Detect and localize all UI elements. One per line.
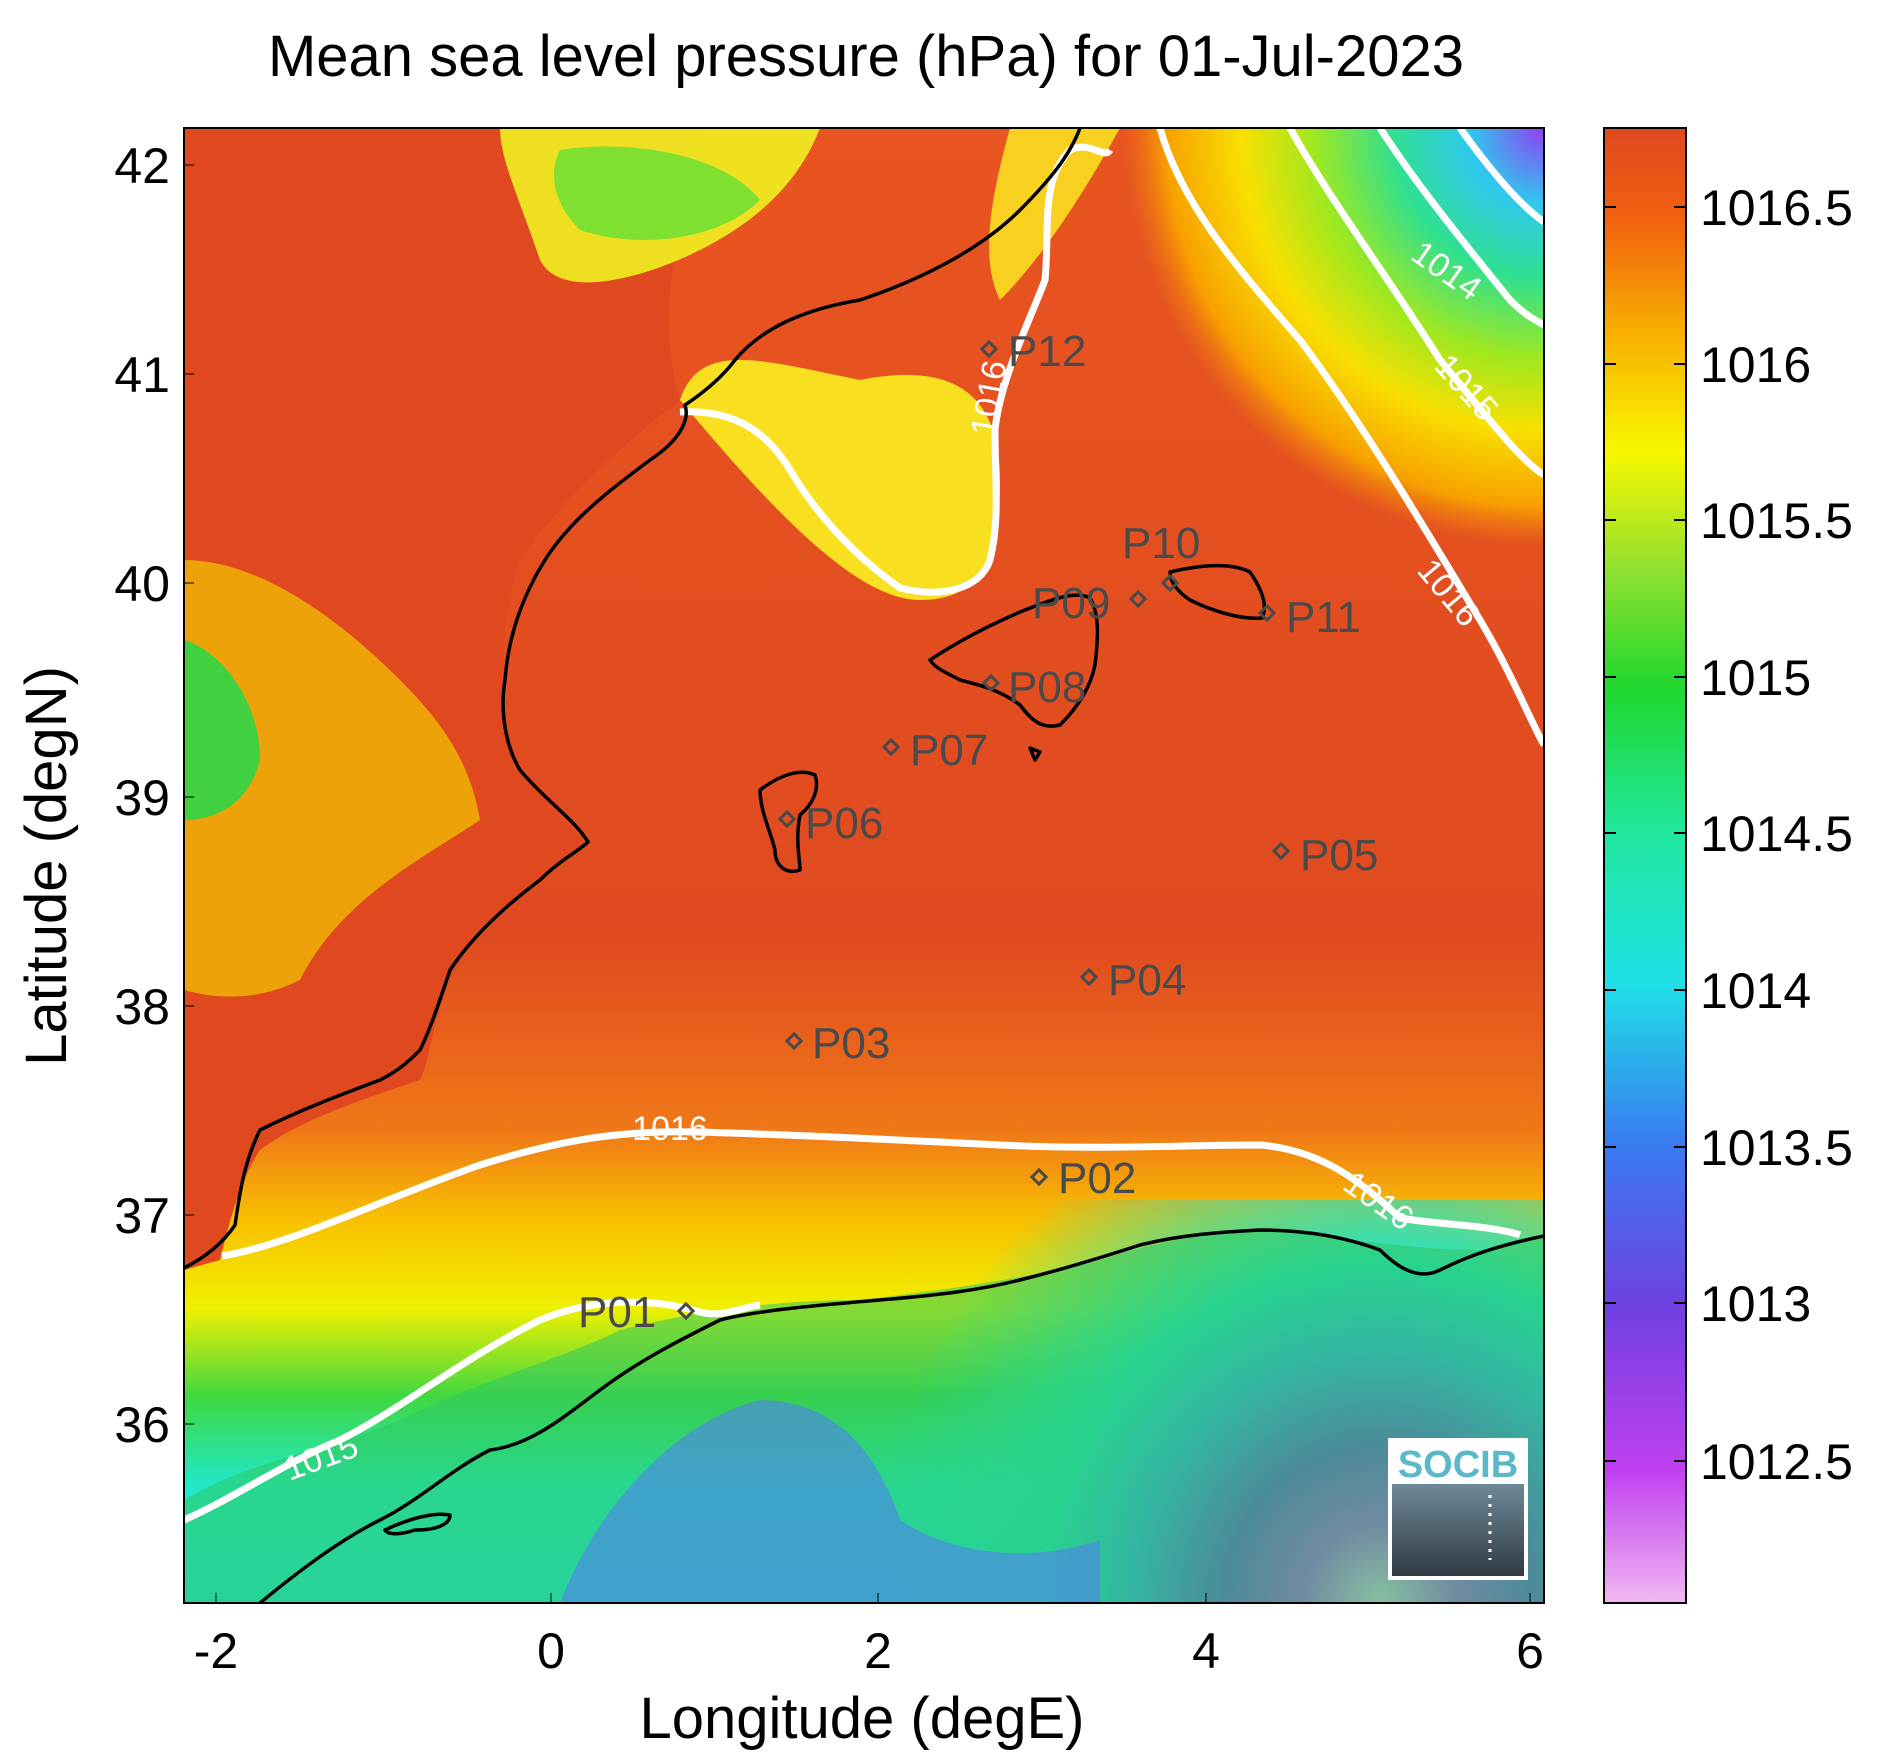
x-tick-label-2: 2 xyxy=(864,1623,892,1679)
station-p09[interactable]: P09 xyxy=(1032,579,1148,628)
socib-logo-text: SOCIB xyxy=(1398,1444,1518,1486)
colorbar-label-1015-5: 1015.5 xyxy=(1700,493,1853,549)
station-marker-p04 xyxy=(1079,967,1099,987)
land-iberia xyxy=(184,128,700,1270)
station-p02[interactable]: P02 xyxy=(1029,1154,1136,1203)
station-marker-p10 xyxy=(1160,573,1180,593)
station-label-p04: P04 xyxy=(1108,956,1186,1005)
colorbar-gradient xyxy=(1603,127,1687,1604)
station-label-p07: P07 xyxy=(910,726,988,775)
socib-logo: SOCIB xyxy=(1388,1438,1528,1580)
contour-label-1016-south-west: 1016 xyxy=(632,1110,708,1148)
y-axis: 36 37 38 39 40 41 42 Latitude (degN) xyxy=(14,138,194,1453)
land-iberia-terrain-green xyxy=(184,640,260,820)
coastline-ibiza xyxy=(758,770,819,873)
station-marker-p01 xyxy=(676,1301,696,1321)
coastline-alboran xyxy=(383,1512,452,1536)
stations: P01 P02 P03 P04 P05 P06 P07 P08 xyxy=(578,327,1378,1337)
station-p04[interactable]: P04 xyxy=(1079,956,1186,1005)
station-p08[interactable]: P08 xyxy=(981,663,1086,712)
x-tick-label-0: 0 xyxy=(537,1623,565,1679)
x-tick-label-6: 6 xyxy=(1516,1623,1544,1679)
y-tick-label-40: 40 xyxy=(114,556,170,612)
colorbar: 1012.5 1013 1013.5 1014 1014.5 1015 1015… xyxy=(1603,127,1853,1604)
plot-frame xyxy=(183,127,1545,1604)
colorbar-label-1013-5: 1013.5 xyxy=(1700,1120,1853,1176)
y-tick-label-39: 39 xyxy=(114,770,170,826)
y-tick-label-38: 38 xyxy=(114,979,170,1035)
station-marker-p12 xyxy=(979,339,999,359)
station-label-p11: P11 xyxy=(1286,593,1361,642)
coastline-mallorca xyxy=(928,593,1100,728)
pressure-field-northeast-gradient xyxy=(1100,128,1544,548)
station-p06[interactable]: P06 xyxy=(777,799,883,848)
station-p11[interactable]: P11 xyxy=(1257,593,1361,642)
station-label-p08: P08 xyxy=(1008,663,1086,712)
x-axis-label: Longitude (degE) xyxy=(640,1686,1085,1751)
land-north-africa xyxy=(184,1230,1544,1603)
station-label-p03: P03 xyxy=(812,1019,890,1068)
station-label-p02: P02 xyxy=(1058,1154,1136,1203)
station-label-p10: P10 xyxy=(1122,519,1200,568)
y-tick-label-37: 37 xyxy=(114,1188,170,1244)
station-marker-p05 xyxy=(1271,841,1291,861)
coastline-iberia xyxy=(184,128,1082,1270)
station-p03[interactable]: P03 xyxy=(784,1019,890,1068)
land-iberia-terrain-yellow xyxy=(184,560,480,997)
isobar-contours xyxy=(184,128,1544,1524)
station-marker-p02 xyxy=(1029,1167,1049,1187)
station-p01[interactable]: P01 xyxy=(578,1288,696,1337)
isobar-1016-east xyxy=(1156,128,1544,747)
station-label-p01: P01 xyxy=(578,1288,656,1337)
station-marker-p03 xyxy=(784,1031,804,1051)
station-marker-p07 xyxy=(881,737,901,757)
map-title: Mean sea level pressure (hPa) for 01-Jul… xyxy=(268,24,1464,89)
station-marker-p08 xyxy=(981,673,1001,693)
land-pyrenees-green xyxy=(554,146,760,240)
colorbar-label-1014-5: 1014.5 xyxy=(1700,806,1853,862)
isobar-1013-east xyxy=(1457,128,1544,225)
station-label-p09: P09 xyxy=(1032,579,1110,628)
station-p07[interactable]: P07 xyxy=(881,726,988,775)
pressure-field-yellow-cell-north xyxy=(989,128,1120,300)
coastline-formentera xyxy=(1028,746,1042,762)
plot-area xyxy=(184,128,1544,1603)
station-label-p05: P05 xyxy=(1300,831,1378,880)
coastline-north-africa xyxy=(258,1228,1544,1603)
colorbar-label-1015: 1015 xyxy=(1700,650,1811,706)
coastlines xyxy=(184,128,1544,1603)
station-p05[interactable]: P05 xyxy=(1271,831,1378,880)
isobar-1016-south xyxy=(221,1128,1522,1260)
isobar-1014-east xyxy=(1377,128,1544,329)
y-tick-label-42: 42 xyxy=(114,138,170,194)
coastline-menorca xyxy=(1168,563,1267,620)
colorbar-label-1012-5: 1012.5 xyxy=(1700,1434,1853,1490)
land-north-africa-blue xyxy=(560,1400,1100,1603)
y-tick-label-41: 41 xyxy=(114,347,170,403)
x-axis: -2 0 2 4 6 Longitude (degE) xyxy=(194,1593,1544,1751)
colorbar-label-1013: 1013 xyxy=(1700,1276,1811,1332)
colorbar-label-1016-5: 1016.5 xyxy=(1700,180,1853,236)
station-marker-p09 xyxy=(1128,589,1148,609)
station-label-p12: P12 xyxy=(1008,327,1086,376)
x-tick-label-4: 4 xyxy=(1192,1623,1220,1679)
colorbar-label-1016: 1016 xyxy=(1700,337,1811,393)
station-marker-p11 xyxy=(1257,603,1277,623)
isobar-1015-east xyxy=(1286,128,1544,478)
socib-logo-header xyxy=(1392,1442,1524,1484)
station-marker-p06 xyxy=(777,809,797,829)
isobar-1016-north-cell xyxy=(679,143,1114,596)
station-p12[interactable]: P12 xyxy=(979,327,1086,376)
colorbar-label-1014: 1014 xyxy=(1700,963,1811,1019)
y-axis-label: Latitude (degN) xyxy=(14,666,79,1066)
y-tick-label-36: 36 xyxy=(114,1397,170,1453)
x-tick-label-minus2: -2 xyxy=(194,1623,238,1679)
colorbar-ticks xyxy=(1604,206,1686,1462)
station-label-p06: P06 xyxy=(805,799,883,848)
station-p10[interactable]: P10 xyxy=(1122,519,1200,593)
pressure-field-yellow-cell xyxy=(680,360,1000,600)
isobar-1015-south xyxy=(184,1298,761,1524)
